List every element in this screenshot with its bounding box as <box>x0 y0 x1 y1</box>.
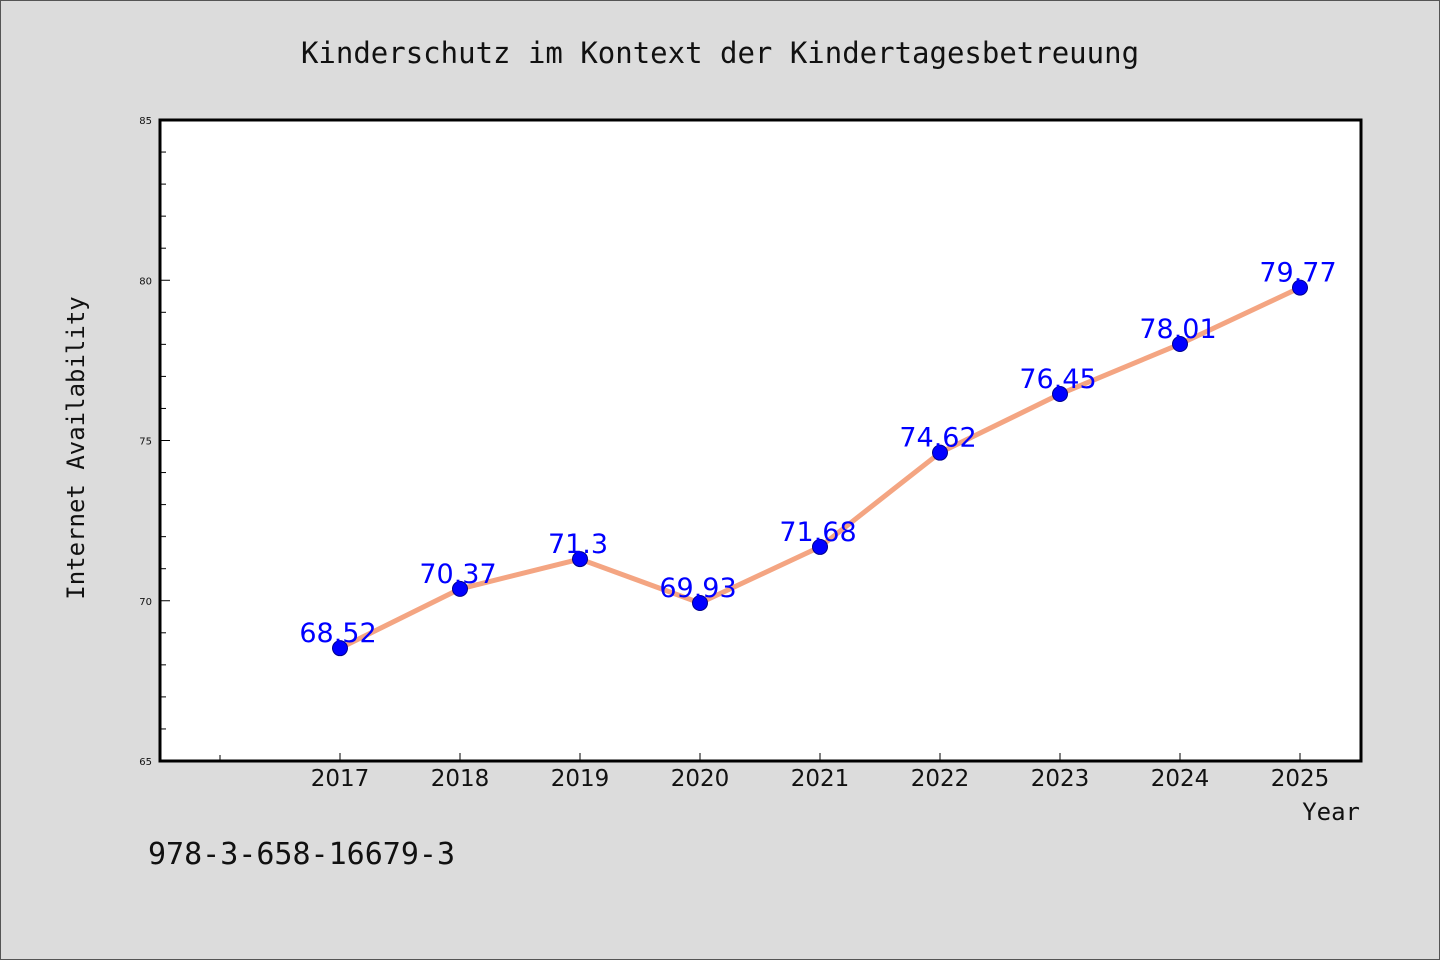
data-label: 69.93 <box>659 573 736 604</box>
data-point <box>1052 386 1068 403</box>
x-tick-label: 2021 <box>791 766 850 792</box>
data-point <box>1292 279 1308 296</box>
data-label: 71.3 <box>548 529 608 560</box>
data-point <box>572 551 588 568</box>
x-tick-label: 2025 <box>1271 766 1330 792</box>
data-label: 76.45 <box>1019 364 1096 395</box>
y-tick-label: 65 <box>139 757 152 768</box>
y-axis-label: Internet Availability <box>62 296 90 599</box>
data-markers <box>332 279 1308 657</box>
x-tick-label: 2017 <box>311 766 370 792</box>
data-label: 70.37 <box>419 559 496 590</box>
data-point <box>452 580 468 597</box>
y-tick-label: 80 <box>139 276 152 287</box>
x-tick-label: 2022 <box>911 766 970 792</box>
data-label: 68.52 <box>299 618 376 649</box>
chart-title: Kinderschutz im Kontext der Kindertagesb… <box>301 36 1139 70</box>
y-tick-label: 75 <box>139 437 152 448</box>
data-point <box>932 444 948 461</box>
data-label: 79.77 <box>1259 258 1336 289</box>
x-tick-label: 2024 <box>1151 766 1210 792</box>
x-axis-label: Year <box>1302 798 1360 826</box>
data-point <box>692 594 708 611</box>
data-label: 71.68 <box>779 517 856 548</box>
isbn-footnote: 978-3-658-16679-3 <box>148 837 455 872</box>
data-label: 74.62 <box>899 423 976 454</box>
x-tick-label: 2019 <box>551 766 610 792</box>
y-tick-label: 85 <box>139 116 152 127</box>
y-tick-label: 70 <box>139 597 152 608</box>
data-point <box>1172 336 1188 353</box>
x-tick-label: 2018 <box>431 766 490 792</box>
plot-area <box>158 118 1363 763</box>
x-axis: 2017 2018 2019 2020 2021 2022 2023 2024 2025 <box>219 753 1330 792</box>
data-point <box>332 640 348 657</box>
x-tick-label: 2023 <box>1031 766 1090 792</box>
x-tick-label: 2020 <box>671 766 730 792</box>
data-label: 78.01 <box>1139 314 1216 345</box>
y-axis: 65 70 75 80 85 <box>139 116 170 768</box>
data-labels: 68.52 70.37 71.3 69.93 71.68 74.62 76.45 78.01 7… <box>299 258 1336 650</box>
data-point <box>812 538 828 555</box>
